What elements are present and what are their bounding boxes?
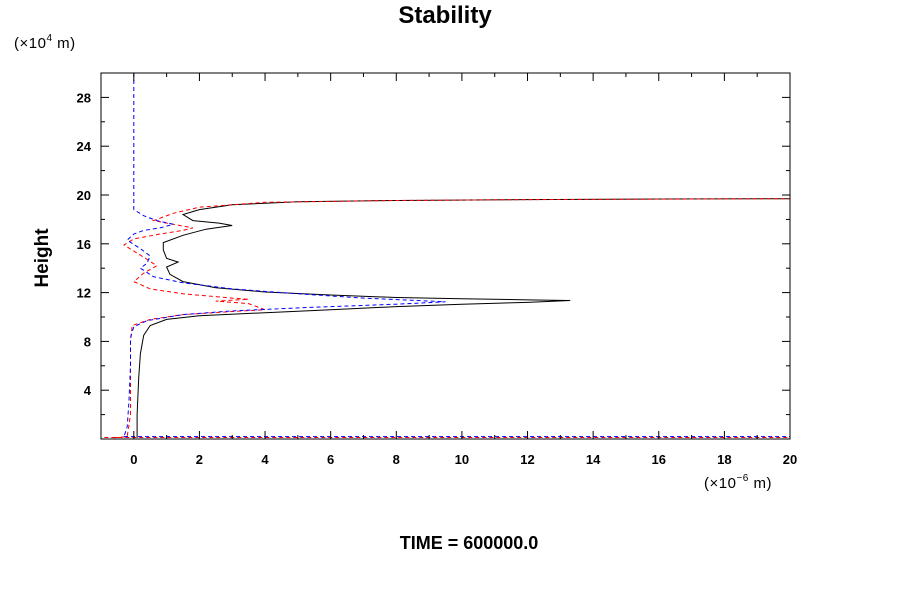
y-unit-label: (×104 m): [14, 33, 76, 52]
series-line-2: [114, 198, 790, 439]
x-tick-label: 12: [520, 452, 534, 467]
y-tick-label: 16: [77, 237, 91, 252]
time-label: TIME = 600000.0: [400, 533, 539, 553]
y-tick-label: 12: [77, 286, 91, 301]
x-tick-label: 16: [652, 452, 666, 467]
y-tick-label: 8: [84, 334, 91, 349]
x-tick-label: 10: [455, 452, 469, 467]
y-tick-label: 4: [84, 383, 92, 398]
chart-title: Stability: [398, 2, 492, 29]
x-tick-label: 2: [196, 452, 203, 467]
x-tick-label: 8: [393, 452, 400, 467]
x-unit-exponent: −6: [736, 473, 748, 484]
y-tick-label: 28: [77, 90, 91, 105]
x-tick-label: 0: [130, 452, 137, 467]
y-tick-label: 20: [77, 188, 91, 203]
y-tick-label: 24: [77, 139, 92, 154]
x-tick-label: 18: [717, 452, 731, 467]
series-line-3: [123, 73, 446, 437]
x-unit-label: (×10−6 m): [704, 473, 772, 492]
x-tick-label: 4: [261, 452, 269, 467]
y-unit-suffix: m): [53, 35, 76, 52]
y-axis-label: Height: [32, 228, 53, 288]
x-tick-label: 14: [586, 452, 601, 467]
x-tick-label: 6: [327, 452, 334, 467]
x-unit-prefix: (×10: [704, 475, 736, 492]
x-tick-label: 20: [783, 452, 797, 467]
series-layer: [104, 73, 790, 439]
y-unit-exponent: 4: [46, 33, 52, 44]
plot-frame: [100, 72, 791, 440]
series-line-1: [136, 198, 790, 438]
y-unit-prefix: (×10: [14, 35, 46, 52]
x-unit-suffix: m): [749, 475, 772, 492]
